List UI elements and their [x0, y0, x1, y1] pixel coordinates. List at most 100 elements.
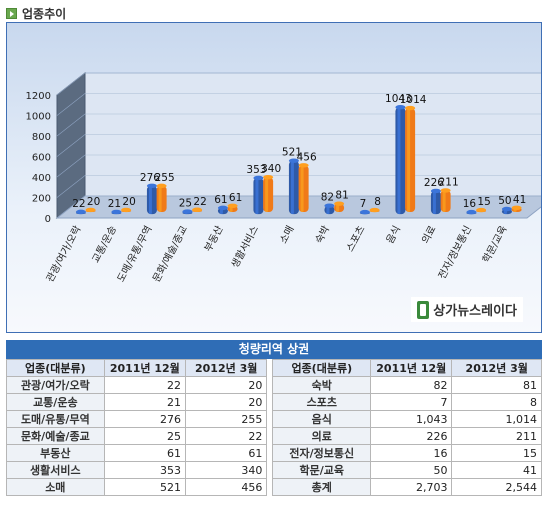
column-header: 2012년 3월 — [184, 359, 268, 377]
y-tick-label: 0 — [45, 214, 51, 225]
column-gap — [266, 359, 274, 377]
data-label: 22 — [193, 196, 206, 208]
data-label: 20 — [122, 196, 135, 208]
x-tick-label: 생활서비스 — [228, 223, 261, 270]
data-label: 82 — [321, 192, 334, 204]
gridline-side — [56, 195, 86, 219]
data-label: 456 — [297, 151, 317, 163]
value-2012-cell: 20 — [184, 393, 268, 411]
bar-top — [182, 209, 193, 214]
x-tick-label: 도매/유통/무역 — [115, 224, 155, 284]
data-label: 255 — [155, 172, 175, 184]
table-row: 소매 521 456 총계 2,703 2,544 — [6, 478, 542, 496]
y-tick-label: 1200 — [26, 91, 51, 102]
x-tick-label: 전자/정보통신 — [436, 224, 474, 281]
bar-top — [511, 205, 522, 211]
gridline-side — [56, 154, 86, 178]
y-tick-label: 200 — [32, 194, 51, 205]
category-cell: 관광/여가/오락 — [6, 376, 105, 394]
x-tick-label: 의료 — [419, 224, 438, 246]
logo-text: 상가뉴스레이다 — [433, 304, 517, 319]
category-cell: 전자/정보통신 — [272, 444, 372, 462]
bar-highlight — [432, 190, 436, 215]
value-2011-cell: 226 — [370, 427, 453, 445]
category-cell: 의료 — [272, 427, 372, 445]
data-label: 25 — [179, 198, 192, 210]
bar-top — [253, 175, 264, 181]
category-cell: 스포츠 — [272, 393, 372, 411]
x-tick-label: 음식 — [384, 224, 403, 246]
brand-logo: 상가뉴스레이다 — [411, 297, 523, 322]
bar-top — [217, 205, 228, 211]
category-cell: 교통/운송 — [6, 393, 105, 411]
data-label: 61 — [229, 192, 242, 204]
table-row: 부동산 61 61 전자/정보통신 16 15 — [6, 444, 542, 462]
gridline-side — [56, 113, 86, 137]
value-2012-cell: 20 — [184, 376, 268, 394]
category-cell: 문화/예술/종교 — [6, 427, 105, 445]
table-row: 문화/예술/종교 25 22 의료 226 211 — [6, 427, 542, 445]
bar-top — [466, 209, 477, 215]
category-cell: 학문/교육 — [272, 461, 372, 479]
data-label: 15 — [477, 196, 490, 208]
bar-highlight — [255, 177, 259, 215]
bar-highlight — [290, 160, 294, 215]
gridline-side — [56, 175, 86, 198]
y-tick-label: 800 — [32, 132, 51, 143]
gridline-side — [56, 134, 86, 157]
bar-top — [359, 209, 370, 215]
bar-highlight — [442, 190, 446, 213]
x-tick-label: 숙박 — [313, 224, 332, 246]
column-gap — [266, 410, 274, 428]
value-2011-cell: 22 — [103, 376, 187, 394]
bar-top — [324, 203, 335, 208]
value-2012-cell: 22 — [184, 427, 268, 445]
bar-top — [156, 183, 167, 189]
value-2011-cell: 25 — [103, 427, 187, 445]
value-2012-cell: 340 — [184, 461, 268, 479]
column-gap — [266, 427, 274, 445]
y-tick-label: 400 — [32, 173, 51, 184]
data-label: 211 — [439, 176, 459, 188]
bar-top — [263, 174, 274, 180]
y-tick-label: 1000 — [26, 112, 51, 123]
value-2011-cell: 82 — [370, 376, 453, 394]
category-cell: 총계 — [272, 478, 372, 496]
logo-mark-icon — [417, 300, 430, 319]
data-label: 22 — [72, 198, 85, 210]
column-header: 2011년 12월 — [370, 359, 453, 377]
bar-top — [334, 201, 345, 206]
section-header: 업종추이 — [6, 4, 66, 22]
bar-top — [369, 207, 380, 213]
data-label: 81 — [335, 190, 348, 202]
table-header-row: 업종(대분류) 2011년 12월 2012년 3월 업종(대분류) 2011년… — [6, 359, 542, 377]
bar-highlight — [265, 177, 269, 213]
data-label: 276 — [140, 172, 160, 184]
data-label: 16 — [463, 198, 477, 210]
bar-top — [395, 105, 406, 110]
category-cell: 부동산 — [6, 444, 105, 462]
bar-top — [405, 105, 416, 111]
bar-highlight — [397, 107, 401, 215]
bar-highlight — [158, 185, 162, 213]
value-2011-cell: 276 — [103, 410, 187, 428]
value-2012-cell: 255 — [184, 410, 268, 428]
bar-top — [111, 209, 122, 215]
bar-top — [298, 163, 309, 168]
bar-highlight — [300, 165, 304, 213]
value-2012-cell: 456 — [184, 478, 268, 496]
data-label: 1014 — [400, 94, 427, 106]
data-label: 353 — [246, 164, 266, 176]
value-2011-cell: 1,043 — [370, 410, 453, 428]
bar-top — [476, 207, 487, 213]
column-gap — [266, 478, 274, 496]
data-label: 8 — [374, 196, 381, 208]
x-tick-label: 학문/교육 — [480, 224, 509, 265]
table-title: 청량리역 상권 — [6, 340, 542, 359]
x-tick-label: 문화/예술/종교 — [150, 224, 190, 284]
bar-top — [440, 188, 451, 193]
y-tick-label: 600 — [32, 153, 51, 164]
bar-highlight — [407, 108, 411, 213]
column-gap — [266, 393, 274, 411]
x-tick-label: 교통/운송 — [90, 224, 119, 265]
